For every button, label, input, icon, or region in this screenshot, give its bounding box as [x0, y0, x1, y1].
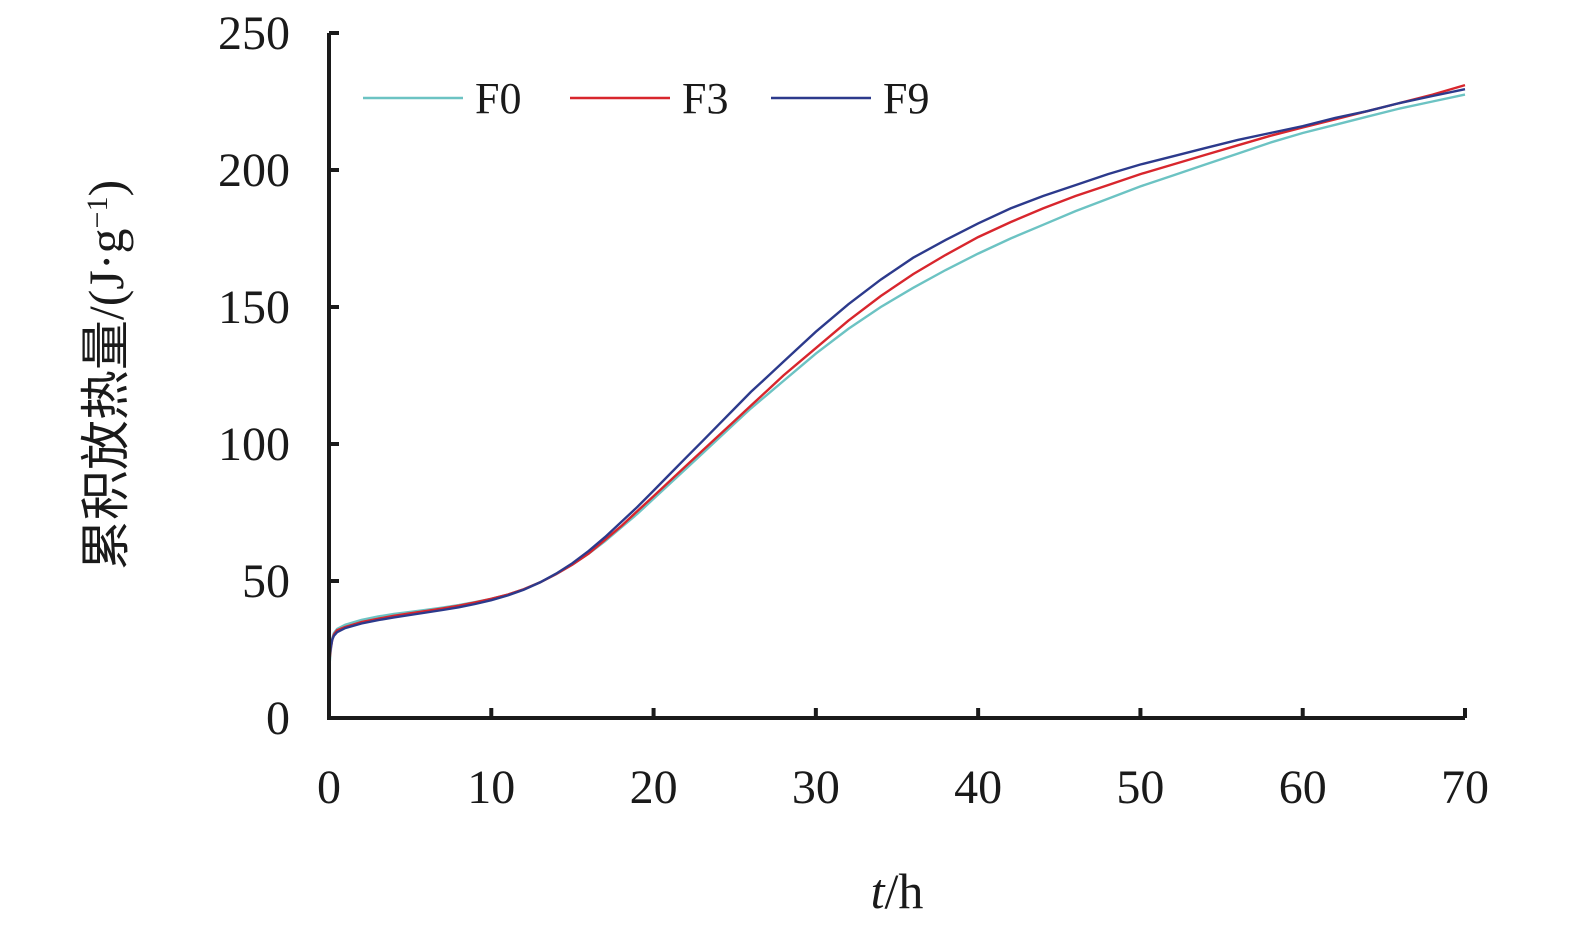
series-line-f3: [327, 83, 1466, 667]
y-tick-label: 150: [218, 281, 290, 334]
legend-label-f3: F3: [682, 74, 728, 123]
x-tick-label: 10: [467, 761, 515, 814]
x-axis-label: t/h: [871, 863, 924, 919]
y-tick-label: 50: [242, 555, 290, 608]
series-lines: [327, 83, 1466, 672]
y-tick-label: 100: [218, 418, 290, 471]
y-tick-label: 200: [218, 144, 290, 197]
x-tick-label: 50: [1116, 761, 1164, 814]
y-axis-label-exponent: −1: [81, 197, 114, 229]
legend-label-f9: F9: [883, 74, 929, 123]
x-tick-label: 60: [1279, 761, 1327, 814]
x-axis-ticks: 0 10 20 30 40 50 60 70: [317, 708, 1489, 814]
x-axis-label-variable: t: [871, 863, 886, 919]
y-axis-label: 累积放热量/(J·g−1): [78, 180, 134, 570]
y-axis-label-close: ): [78, 180, 134, 197]
x-tick-label: 70: [1441, 761, 1489, 814]
x-tick-label: 20: [630, 761, 678, 814]
legend-label-f0: F0: [475, 74, 521, 123]
y-axis-ticks: 0 50 100 150 200 250: [218, 7, 339, 745]
x-tick-label: 40: [954, 761, 1002, 814]
x-tick-label: 0: [317, 761, 341, 814]
y-tick-label: 250: [218, 7, 290, 60]
y-axis-label-main: 累积放热量/(J·g: [78, 228, 134, 570]
x-axis-label-unit: /h: [885, 863, 924, 919]
legend: F0 F3 F9: [363, 74, 929, 123]
series-line-f0: [327, 93, 1466, 672]
y-tick-label: 0: [266, 692, 290, 745]
x-tick-label: 30: [792, 761, 840, 814]
series-line-f9: [327, 88, 1466, 661]
